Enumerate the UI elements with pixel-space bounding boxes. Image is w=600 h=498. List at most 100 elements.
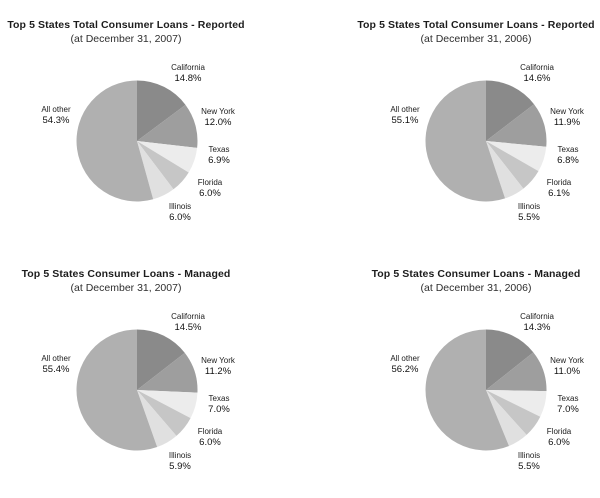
slice-value: 5.5%: [518, 461, 540, 472]
slice-value: 7.0%: [208, 404, 230, 415]
chart-area: California 14.3% New York 11.0% Texas 7.…: [390, 312, 584, 472]
chart-subtitle: (at December 31, 2007): [70, 282, 182, 294]
slice-value: 6.0%: [169, 212, 191, 223]
pie-slice-california: [486, 329, 534, 390]
chart-title: Top 5 States Total Consumer Loans - Repo…: [7, 19, 245, 31]
slice-name: Texas: [208, 394, 230, 403]
pie-slice-texas: [137, 141, 198, 173]
slice-label-all-other: All other 55.4%: [41, 353, 70, 375]
pie-slice-all-other: [76, 329, 158, 451]
chart-title: Top 5 States Consumer Loans - Managed: [21, 268, 231, 280]
slice-label-florida: Florida 6.0%: [198, 177, 222, 199]
slice-name: Texas: [557, 394, 579, 403]
pie-slice-new-york: [486, 352, 547, 392]
slice-value: 14.3%: [523, 322, 551, 333]
slice-value: 6.8%: [557, 155, 579, 166]
pie-slice-florida: [486, 141, 539, 189]
slice-name: Texas: [208, 145, 230, 154]
pie-chart: [76, 80, 198, 202]
slice-name: Florida: [197, 427, 223, 436]
slice-value: 5.9%: [169, 461, 191, 472]
slice-value: 5.5%: [518, 212, 540, 223]
slice-value: 14.8%: [174, 73, 202, 84]
pie-chart-panel-reported-2006: Top 5 States Total Consumer Loans - Repo…: [300, 0, 600, 249]
slice-value: 11.0%: [553, 366, 581, 377]
pie-slice-california: [486, 80, 535, 141]
slice-name: All other: [390, 105, 420, 114]
slice-value: 54.3%: [42, 115, 70, 126]
slice-label-illinois: Illinois 5.5%: [518, 201, 540, 223]
slice-label-illinois: Illinois 5.5%: [518, 450, 540, 472]
chart-area: California 14.8% New York 12.0% Texas 6.…: [41, 63, 235, 223]
slice-label-all-other: All other 55.1%: [390, 104, 419, 126]
slice-name: Texas: [557, 145, 579, 154]
pie-slice-florida: [137, 390, 191, 436]
pie-slice-texas: [486, 390, 547, 417]
pie-chart: [76, 329, 198, 451]
pie-slice-illinois: [486, 390, 527, 446]
slice-name: New York: [550, 356, 584, 365]
slice-name: California: [520, 312, 554, 321]
slice-name: All other: [41, 105, 71, 114]
slice-name: New York: [550, 107, 584, 116]
slice-value: 55.1%: [391, 115, 419, 126]
slice-label-new-york: New York 11.9%: [550, 106, 584, 128]
pie-slice-california: [137, 329, 185, 390]
pie-slice-texas: [486, 141, 547, 172]
slice-value: 11.2%: [204, 366, 232, 377]
slice-label-all-other: All other 54.3%: [41, 104, 70, 126]
pie-slice-all-other: [76, 80, 154, 202]
slice-label-new-york: New York 11.0%: [550, 355, 584, 377]
pie-slice-all-other: [425, 329, 509, 451]
pie-slice-florida: [137, 141, 189, 190]
slice-label-new-york: New York 11.2%: [201, 355, 235, 377]
slice-label-texas: Texas 7.0%: [557, 393, 579, 415]
slice-label-florida: Florida 6.0%: [547, 426, 571, 448]
pie-slice-illinois: [137, 141, 174, 200]
slice-label-florida: Florida 6.1%: [547, 177, 571, 199]
slice-label-new-york: New York 12.0%: [201, 106, 235, 128]
slice-name: Illinois: [517, 202, 541, 211]
slice-value: 6.9%: [208, 155, 230, 166]
slice-label-texas: Texas 7.0%: [208, 393, 230, 415]
pie-slice-illinois: [137, 390, 177, 448]
chart-subtitle: (at December 31, 2006): [420, 282, 532, 294]
chart-title: Top 5 States Total Consumer Loans - Repo…: [357, 19, 595, 31]
pie-slice-new-york: [486, 104, 547, 147]
pie-chart: [425, 80, 547, 202]
slice-value: 55.4%: [42, 364, 70, 375]
slice-name: Florida: [546, 178, 572, 187]
pie-chart: [425, 329, 547, 451]
slice-value: 6.1%: [548, 188, 570, 199]
slice-name: New York: [201, 356, 235, 365]
pie-chart-panel-managed-2007: Top 5 States Consumer Loans - Managed (a…: [0, 249, 300, 498]
chart-area: California 14.5% New York 11.2% Texas 7.…: [41, 312, 235, 472]
slice-label-california: California 14.3%: [520, 311, 554, 333]
pie-slice-california: [137, 80, 186, 141]
slice-value: 14.5%: [174, 322, 202, 333]
slice-label-florida: Florida 6.0%: [198, 426, 222, 448]
slice-name: Illinois: [168, 202, 192, 211]
chart-subtitle: (at December 31, 2007): [70, 33, 182, 45]
chart-title: Top 5 States Consumer Loans - Managed: [371, 268, 581, 280]
pie-slice-texas: [137, 390, 198, 419]
chart-area: California 14.6% New York 11.9% Texas 6.…: [390, 63, 584, 223]
slice-value: 56.2%: [391, 364, 419, 375]
slice-label-california: California 14.8%: [171, 62, 205, 84]
slice-name: California: [171, 63, 205, 72]
slice-name: Florida: [197, 178, 223, 187]
slice-value: 6.0%: [548, 437, 570, 448]
slice-value: 6.0%: [199, 188, 221, 199]
chart-subtitle: (at December 31, 2006): [420, 33, 532, 45]
slice-value: 11.9%: [553, 117, 581, 128]
slice-name: All other: [41, 354, 71, 363]
pie-slice-new-york: [137, 104, 198, 148]
slice-label-illinois: Illinois 6.0%: [169, 201, 191, 223]
slice-value: 14.6%: [523, 73, 551, 84]
pie-slice-all-other: [425, 80, 506, 202]
slice-value: 7.0%: [557, 404, 579, 415]
slice-label-california: California 14.6%: [520, 62, 554, 84]
slice-label-illinois: Illinois 5.9%: [169, 450, 191, 472]
slice-name: California: [171, 312, 205, 321]
